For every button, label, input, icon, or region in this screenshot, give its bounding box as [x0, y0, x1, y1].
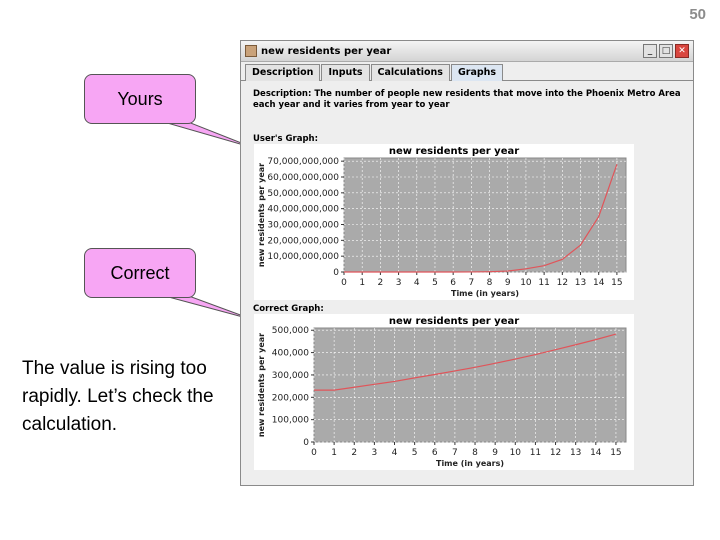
x-tick-label: 2 [378, 278, 384, 288]
x-tick-label: 0 [311, 448, 317, 458]
users-graph-label: User's Graph: [253, 134, 318, 144]
x-tick-label: 2 [351, 448, 357, 458]
y-tick-label: 20,000,000,000 [267, 236, 339, 246]
y-tick-label: 400,000 [272, 349, 309, 359]
series-line [344, 164, 618, 273]
description-text: Description: The number of people new re… [253, 89, 681, 110]
x-tick-label: 9 [505, 278, 511, 288]
x-tick-label: 14 [593, 278, 605, 288]
x-axis-label: Time (in years) [451, 289, 519, 298]
x-tick-label: 15 [611, 278, 622, 288]
tab-graphs[interactable]: Graphs [450, 64, 504, 81]
x-tick-label: 5 [412, 448, 418, 458]
x-tick-label: 4 [392, 448, 398, 458]
x-tick-label: 10 [520, 278, 532, 288]
y-tick-label: 200,000 [272, 393, 309, 403]
minimize-button[interactable]: _ [643, 44, 657, 58]
x-tick-label: 9 [492, 448, 498, 458]
slide-number: 50 [689, 6, 706, 23]
x-tick-label: 6 [432, 448, 438, 458]
x-tick-label: 3 [372, 448, 378, 458]
x-tick-label: 1 [359, 278, 365, 288]
plot-area [343, 157, 627, 273]
tab-bar: Description Inputs Calculations Graphs [241, 62, 693, 81]
users-graph: new residents per year 0 10,000,000,000 20,… [254, 144, 634, 300]
window-title: new residents per year [261, 45, 392, 57]
chart-title: new residents per year [389, 146, 519, 157]
x-tick-label: 14 [590, 448, 602, 458]
x-tick-label: 5 [432, 278, 438, 288]
correct-graph-label: Correct Graph: [253, 304, 324, 314]
plot-area [313, 327, 627, 443]
correct-callout: Correct [84, 248, 196, 298]
y-axis-label: new residents per year [257, 333, 266, 437]
app-icon [245, 45, 257, 57]
app-window: new residents per year _ □ ✕ Description… [240, 40, 694, 486]
x-tick-label: 1 [331, 448, 337, 458]
x-tick-label: 4 [414, 278, 420, 288]
x-tick-label: 8 [487, 278, 493, 288]
x-tick-label: 12 [550, 448, 561, 458]
yours-callout-label: Yours [117, 88, 163, 109]
x-tick-label: 11 [530, 448, 541, 458]
x-tick-label: 0 [341, 278, 347, 288]
x-tick-label: 3 [396, 278, 402, 288]
y-tick-label: 40,000,000,000 [267, 205, 339, 215]
x-axis-label: Time (in years) [436, 459, 504, 468]
slide-note: The value is rising too rapidly. Let’s c… [22, 358, 214, 435]
correct-callout-label: Correct [110, 262, 170, 283]
yours-callout: Yours [84, 74, 196, 124]
x-tick-label: 13 [575, 278, 586, 288]
users-graph-svg: new residents per year 0 10,000,000,000 20,… [257, 146, 627, 298]
x-tick-label: 15 [610, 448, 621, 458]
y-axis-label: new residents per year [257, 163, 266, 267]
y-tick-label: 0 [303, 438, 309, 448]
x-tick-label: 10 [510, 448, 522, 458]
maximize-button[interactable]: □ [659, 44, 673, 58]
y-tick-label: 100,000 [272, 416, 309, 426]
x-tick-label: 12 [557, 278, 568, 288]
x-tick-label: 7 [468, 278, 474, 288]
x-tick-label: 13 [570, 448, 581, 458]
series-line [314, 333, 617, 391]
y-tick-label: 60,000,000,000 [267, 173, 339, 183]
x-tick-label: 8 [472, 448, 478, 458]
window-controls: _ □ ✕ [643, 44, 689, 58]
window-titlebar[interactable]: new residents per year _ □ ✕ [241, 41, 693, 62]
chart-title: new residents per year [389, 316, 519, 327]
tab-description[interactable]: Description [245, 64, 321, 81]
close-button[interactable]: ✕ [675, 44, 689, 58]
x-tick-label: 7 [452, 448, 458, 458]
tab-inputs[interactable]: Inputs [321, 64, 370, 81]
tab-calculations[interactable]: Calculations [370, 64, 450, 81]
y-tick-label: 300,000 [272, 371, 309, 381]
y-tick-label: 30,000,000,000 [267, 221, 339, 231]
y-tick-label: 70,000,000,000 [267, 157, 339, 167]
x-tick-label: 11 [538, 278, 549, 288]
y-tick-label: 500,000 [272, 326, 309, 336]
y-tick-label: 50,000,000,000 [267, 189, 339, 199]
x-tick-label: 6 [450, 278, 456, 288]
correct-graph: new residents per year 0 100,000 200,000 300… [254, 314, 634, 470]
y-tick-label: 0 [333, 268, 339, 278]
correct-graph-svg: new residents per year 0 100,000 200,000 300… [257, 316, 627, 468]
y-tick-label: 10,000,000,000 [267, 252, 339, 262]
